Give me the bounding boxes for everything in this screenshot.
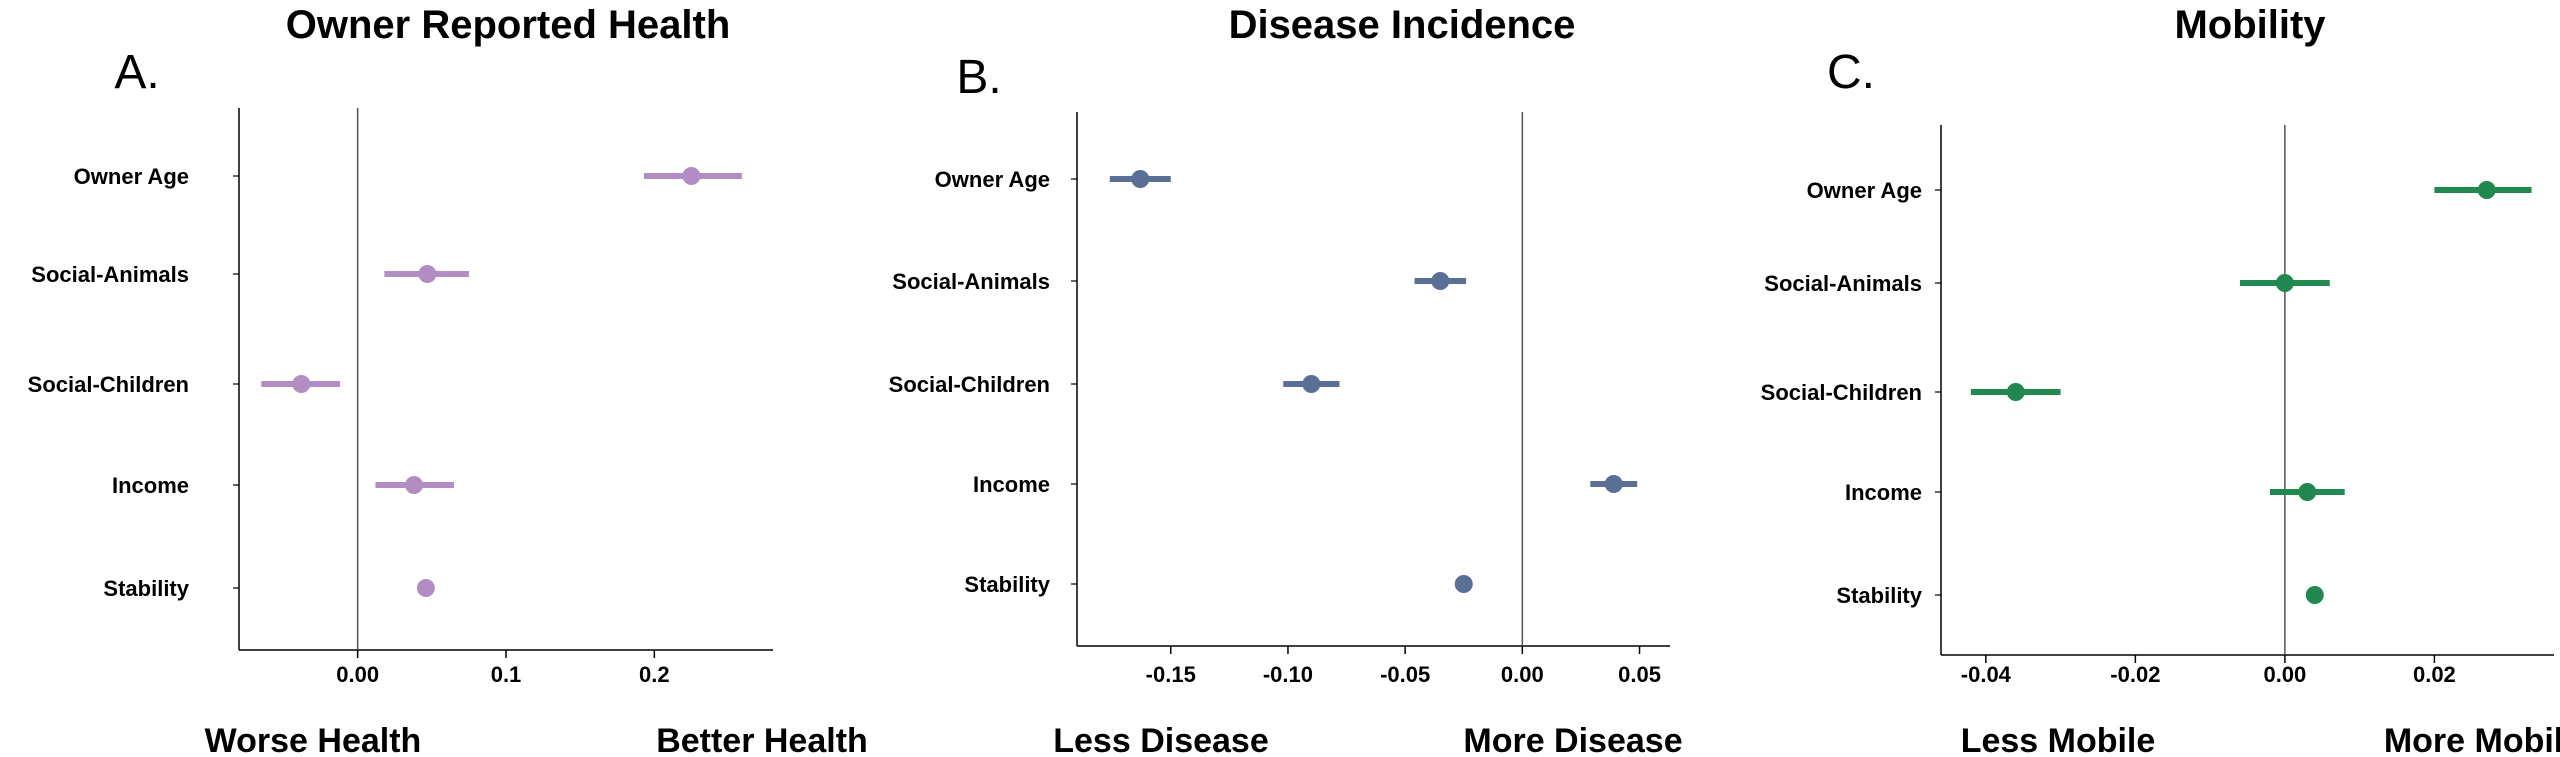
category-label: Social-Animals	[1764, 271, 1922, 296]
x-tick-label: 0.00	[2263, 662, 2306, 687]
estimate-point	[1131, 170, 1150, 188]
estimate-point	[2477, 181, 2496, 199]
estimate-point	[292, 375, 311, 393]
x-tick-label: -0.15	[1146, 662, 1196, 687]
direction-label-right: More Mobile	[2384, 722, 2560, 757]
estimate-point	[1302, 375, 1321, 393]
estimate-point	[2006, 383, 2025, 401]
category-label: Owner Age	[1807, 178, 1922, 203]
category-label: Social-Animals	[892, 269, 1050, 294]
estimate-point	[2305, 586, 2324, 604]
x-tick-label: -0.02	[2110, 662, 2160, 687]
estimate-point	[1604, 475, 1623, 493]
category-label: Stability	[1836, 583, 1922, 608]
category-label: Social-Children	[28, 372, 189, 397]
x-tick-label: -0.04	[1961, 662, 2012, 687]
panel-letter: A.	[114, 46, 159, 99]
category-label: Social-Children	[1761, 380, 1922, 405]
direction-label-right: Better Health	[656, 722, 868, 757]
direction-label-left: Less Disease	[1053, 722, 1269, 757]
estimate-point	[2275, 274, 2294, 292]
panel-3: Mobility C. -0.04 -0.02 0.00 0.02 Owner Age Soc…	[1761, 3, 2560, 757]
direction-label-left: Less Mobile	[1961, 722, 2156, 757]
category-label: Income	[973, 472, 1050, 497]
panel-title: Mobility	[2174, 3, 2326, 47]
estimate-point	[1431, 272, 1450, 290]
panel-2: Disease Incidence B. -0.15 -0.10 -0.05 0.00 0.…	[889, 3, 1683, 757]
x-tick-label: -0.05	[1380, 662, 1430, 687]
x-tick-label: 0.00	[336, 662, 379, 687]
panel-title: Owner Reported Health	[286, 3, 731, 47]
x-tick-label: 0.1	[491, 662, 522, 687]
direction-label-right: More Disease	[1463, 722, 1682, 757]
x-tick-label: -0.10	[1263, 662, 1313, 687]
estimate-point	[418, 265, 437, 283]
estimate-point	[2298, 483, 2317, 501]
category-label: Income	[1845, 480, 1922, 505]
category-label: Owner Age	[935, 167, 1050, 192]
estimate-point	[682, 167, 701, 185]
x-tick-label: 0.02	[2413, 662, 2456, 687]
estimate-point	[405, 476, 424, 494]
category-label: Stability	[103, 576, 189, 601]
category-label: Social-Animals	[31, 262, 189, 287]
panel-letter: B.	[956, 51, 1001, 104]
category-label: Stability	[964, 572, 1050, 597]
category-label: Social-Children	[889, 372, 1050, 397]
estimate-point	[1454, 575, 1473, 593]
category-label: Income	[112, 473, 189, 498]
category-label: Owner Age	[74, 164, 189, 189]
panel-letter: C.	[1827, 46, 1875, 99]
x-tick-label: 0.00	[1501, 662, 1544, 687]
estimate-point	[416, 579, 435, 597]
panel-title: Disease Incidence	[1229, 3, 1576, 47]
x-tick-label: 0.2	[639, 662, 670, 687]
panel-1: Owner Reported Health A. 0.00 0.1 0.2 Owner A…	[28, 3, 868, 757]
x-tick-label: 0.05	[1618, 662, 1661, 687]
direction-label-left: Worse Health	[205, 722, 422, 757]
